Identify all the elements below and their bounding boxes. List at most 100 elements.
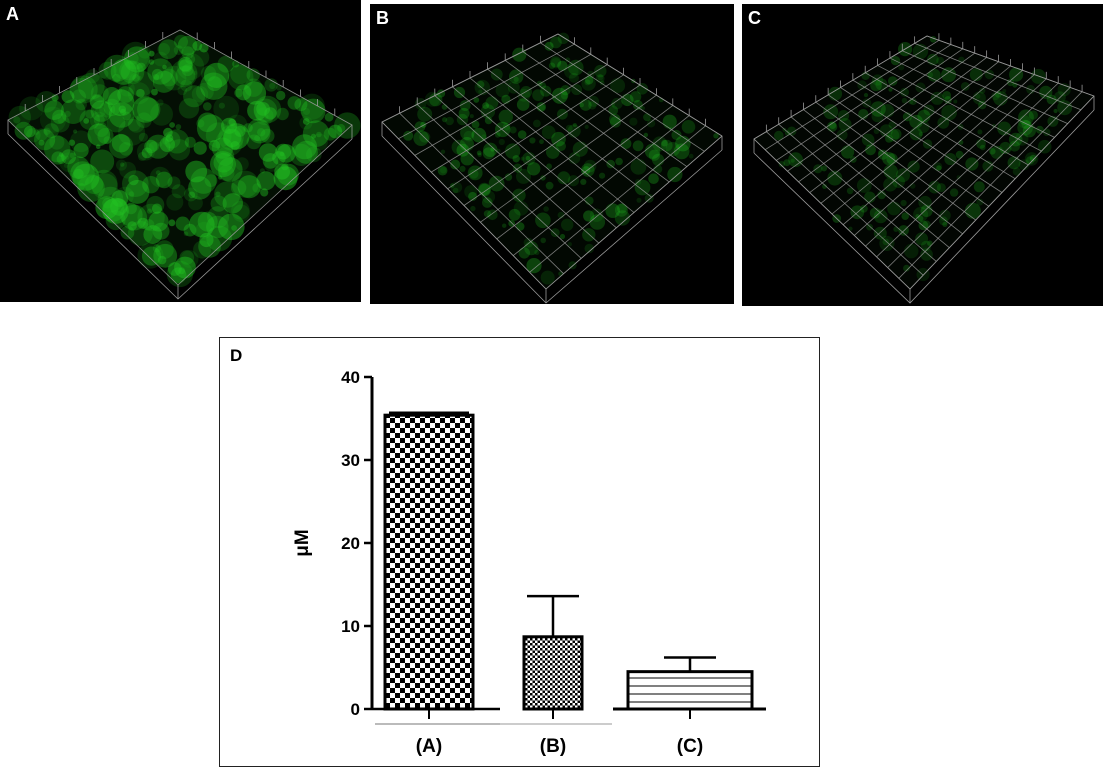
- fluorescence-spot: [640, 106, 645, 111]
- fluorescence-spot: [1029, 154, 1037, 162]
- fluorescence-spot: [90, 149, 115, 174]
- fluorescence-spot: [419, 131, 431, 143]
- fluorescence-spot: [151, 68, 163, 80]
- fluorescence-spot: [181, 64, 194, 77]
- y-tick-label: 30: [341, 451, 360, 470]
- fluorescence-spot: [136, 112, 152, 128]
- fluorescence-spot: [128, 174, 139, 186]
- fluorescence-spot: [170, 60, 198, 88]
- fluorescence-spot: [157, 99, 164, 106]
- fluorescence-spot: [941, 104, 957, 121]
- fluorescence-spot: [65, 155, 70, 160]
- grid-line: [902, 50, 1068, 124]
- fluorescence-spot: [567, 124, 581, 138]
- fluorescence-spot: [955, 150, 964, 159]
- fluorescence-spot: [152, 222, 170, 240]
- fluorescence-spot: [61, 149, 77, 165]
- biofilm-base: [8, 30, 352, 285]
- fluorescence-spot: [78, 183, 86, 190]
- fluorescence-spot: [273, 166, 298, 191]
- fluorescence-spot: [171, 184, 186, 199]
- bar: [626, 670, 754, 711]
- fluorescence-spot: [119, 60, 140, 81]
- fluorescence-spot: [572, 123, 577, 127]
- fluorescence-spot: [215, 147, 235, 166]
- fluorescence-spot: [102, 197, 129, 224]
- fluorescence-spot: [179, 58, 193, 73]
- fluorescence-spot: [146, 195, 165, 214]
- fluorescence-spot: [150, 102, 174, 126]
- fluorescence-spot: [482, 197, 493, 208]
- fluorescence-spot: [168, 219, 176, 227]
- fluorescence-spot: [119, 161, 137, 179]
- fluorescence-spot: [927, 53, 939, 66]
- fluorescence-spot: [155, 170, 161, 176]
- fluorescence-spot: [160, 68, 178, 87]
- fluorescence-spot: [235, 157, 249, 171]
- fluorescence-spot: [185, 160, 208, 183]
- x-tick-label: (B): [540, 736, 566, 757]
- fluorescence-spot: [877, 190, 886, 200]
- fluorescence-spot: [157, 255, 167, 265]
- fluorescence-spot: [108, 102, 135, 128]
- fluorescence-spot: [953, 99, 958, 104]
- fluorescence-spot: [920, 248, 933, 261]
- fluorescence-spot: [294, 140, 318, 164]
- fluorescence-spot: [456, 113, 469, 126]
- fluorescence-spot: [57, 117, 65, 124]
- fluorescence-spot: [148, 211, 169, 232]
- fluorescence-spot: [667, 166, 683, 183]
- fluorescence-spot: [137, 217, 149, 229]
- fluorescence-spot: [234, 88, 243, 98]
- fluorescence-spot: [483, 142, 498, 157]
- fluorescence-spot: [83, 118, 90, 124]
- fluorescence-spot: [230, 122, 237, 129]
- fluorescence-spot: [525, 155, 531, 161]
- fluorescence-spot: [123, 46, 150, 73]
- fluorescence-spot: [632, 140, 644, 152]
- fluorescence-spot: [185, 54, 196, 65]
- fluorescence-spot: [879, 235, 895, 251]
- fluorescence-spot: [922, 220, 931, 229]
- fluorescence-spot: [323, 127, 337, 141]
- fluorescence-spot: [481, 190, 496, 204]
- fluorescence-spot: [513, 76, 519, 82]
- fluorescence-spot: [73, 168, 84, 179]
- fluorescence-spot: [504, 173, 513, 181]
- fluorescence-spot: [246, 68, 260, 82]
- fluorescence-spot: [300, 98, 326, 124]
- fluorescence-spot: [1017, 119, 1033, 136]
- fluorescence-spot: [901, 97, 908, 104]
- fluorescence-spot: [471, 120, 480, 129]
- fluorescence-spot: [901, 212, 909, 220]
- fluorescence-spot: [170, 267, 187, 284]
- fluorescence-spot: [211, 137, 234, 159]
- grid-line: [522, 51, 688, 167]
- fluorescence-spot: [548, 62, 556, 69]
- fluorescence-spot: [969, 68, 983, 82]
- fluorescence-spot: [246, 134, 262, 150]
- fluorescence-spot: [885, 134, 894, 143]
- fluorescence-spot: [565, 57, 571, 63]
- panel-c-image: C: [742, 4, 1103, 306]
- fluorescence-spot: [79, 109, 100, 130]
- fluorescence-spot: [1026, 156, 1035, 165]
- fluorescence-spot: [200, 72, 228, 100]
- fluorescence-spot: [540, 175, 546, 181]
- fluorescence-spot: [254, 135, 261, 142]
- grid-box: [753, 33, 1095, 304]
- fluorescence-spot: [132, 96, 159, 123]
- fluorescence-spot: [274, 163, 290, 180]
- fluorescence-spot: [275, 143, 291, 160]
- fluorescence-spot: [452, 187, 459, 194]
- fluorescence-spot: [898, 64, 905, 71]
- fluorescence-spot: [215, 191, 221, 197]
- fluorescence-spot: [671, 129, 682, 141]
- fluorescence-spot: [518, 247, 530, 259]
- fluorescence-spot: [111, 133, 131, 153]
- fluorescence-spot: [673, 143, 690, 160]
- fluorescence-spot: [643, 132, 649, 138]
- fluorescence-spot: [875, 78, 888, 91]
- grid-line: [914, 42, 1082, 111]
- fluorescence-spot: [864, 191, 876, 203]
